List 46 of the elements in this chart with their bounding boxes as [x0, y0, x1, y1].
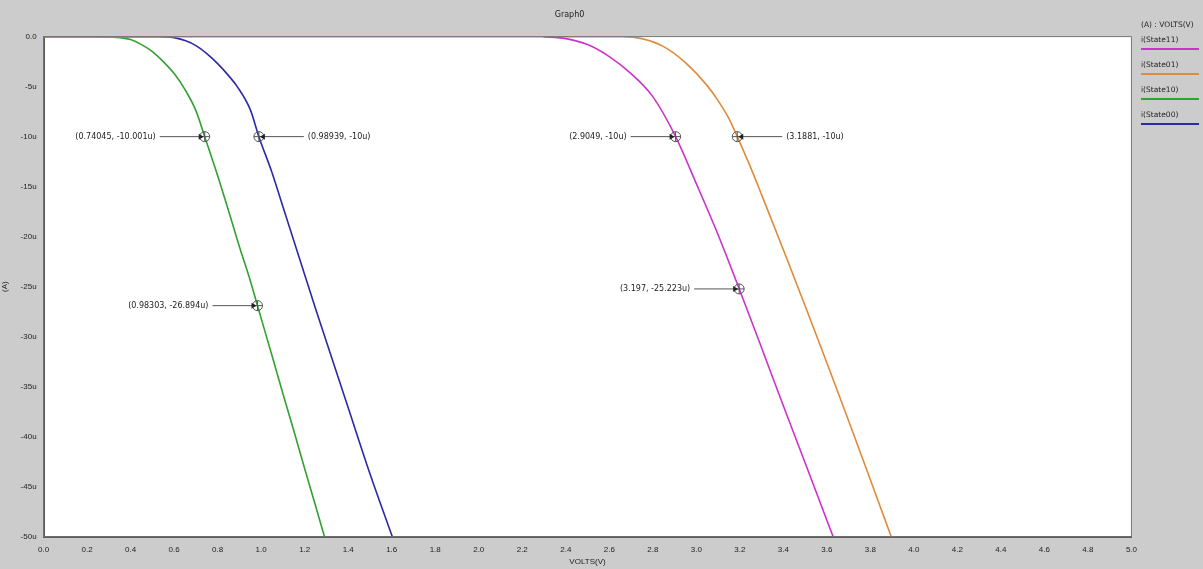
- x-tick-label: 4.8: [1082, 544, 1095, 554]
- y-tick-label: -5u: [25, 81, 37, 91]
- annotation: (0.74045, -10.001u): [75, 131, 156, 141]
- x-tick-label: 2.4: [560, 544, 572, 554]
- x-tick-label: 4.0: [908, 544, 920, 554]
- y-tick-label: -35u: [20, 381, 37, 391]
- annotation: (3.1881, -10u): [786, 131, 844, 141]
- x-tick-label: 1.6: [386, 544, 398, 554]
- x-tick-label: 2.6: [603, 544, 616, 554]
- x-tick-label: 3.8: [864, 544, 877, 554]
- annotation: (0.98303, -26.894u): [128, 300, 209, 310]
- y-tick-label: -50u: [20, 532, 37, 541]
- chart-title: Graph0: [554, 9, 585, 19]
- y-tick-label: -30u: [20, 331, 37, 341]
- x-tick-label: 0.2: [81, 544, 94, 554]
- annotation: (2.9049, -10u): [569, 131, 627, 141]
- x-tick-label: 5.0: [1125, 544, 1138, 554]
- x-tick-label: 1.0: [255, 544, 268, 554]
- y-tick-label: -20u: [20, 231, 37, 241]
- annotation: (3.197, -25.223u): [619, 284, 691, 294]
- y-tick-label: 0.0: [25, 31, 38, 41]
- x-tick-label: 0.0: [38, 544, 50, 554]
- x-tick-label: 0.6: [168, 544, 181, 554]
- y-tick-label: -40u: [20, 431, 37, 441]
- x-tick-label: 2.8: [647, 544, 659, 554]
- x-tick-label: 2.2: [516, 544, 529, 554]
- y-tick-label: -10u: [20, 131, 37, 141]
- x-tick-label: 3.4: [777, 544, 790, 554]
- x-tick-label: 1.2: [299, 544, 311, 554]
- annotation: (0.98939, -10u): [307, 131, 371, 141]
- y-tick-label: -15u: [20, 181, 37, 191]
- x-tick-label: 1.4: [342, 544, 355, 554]
- x-tick-label: 0.4: [125, 544, 137, 554]
- x-tick-label: 2.0: [473, 544, 485, 554]
- y-tick-label: -25u: [20, 281, 37, 291]
- x-tick-label: 4.6: [1038, 544, 1051, 554]
- x-axis-title: VOLTS(V): [569, 557, 607, 567]
- y-tick-label: -45u: [20, 481, 37, 491]
- y-axis-title: (A): [0, 281, 9, 293]
- x-tick-label: 3.2: [734, 544, 746, 554]
- x-tick-label: 4.2: [951, 544, 964, 554]
- x-tick-label: 3.6: [821, 544, 833, 554]
- x-tick-label: 3.0: [690, 544, 703, 554]
- x-tick-label: 4.4: [995, 544, 1008, 554]
- x-tick-label: 1.8: [429, 544, 442, 554]
- x-tick-label: 0.8: [212, 544, 224, 554]
